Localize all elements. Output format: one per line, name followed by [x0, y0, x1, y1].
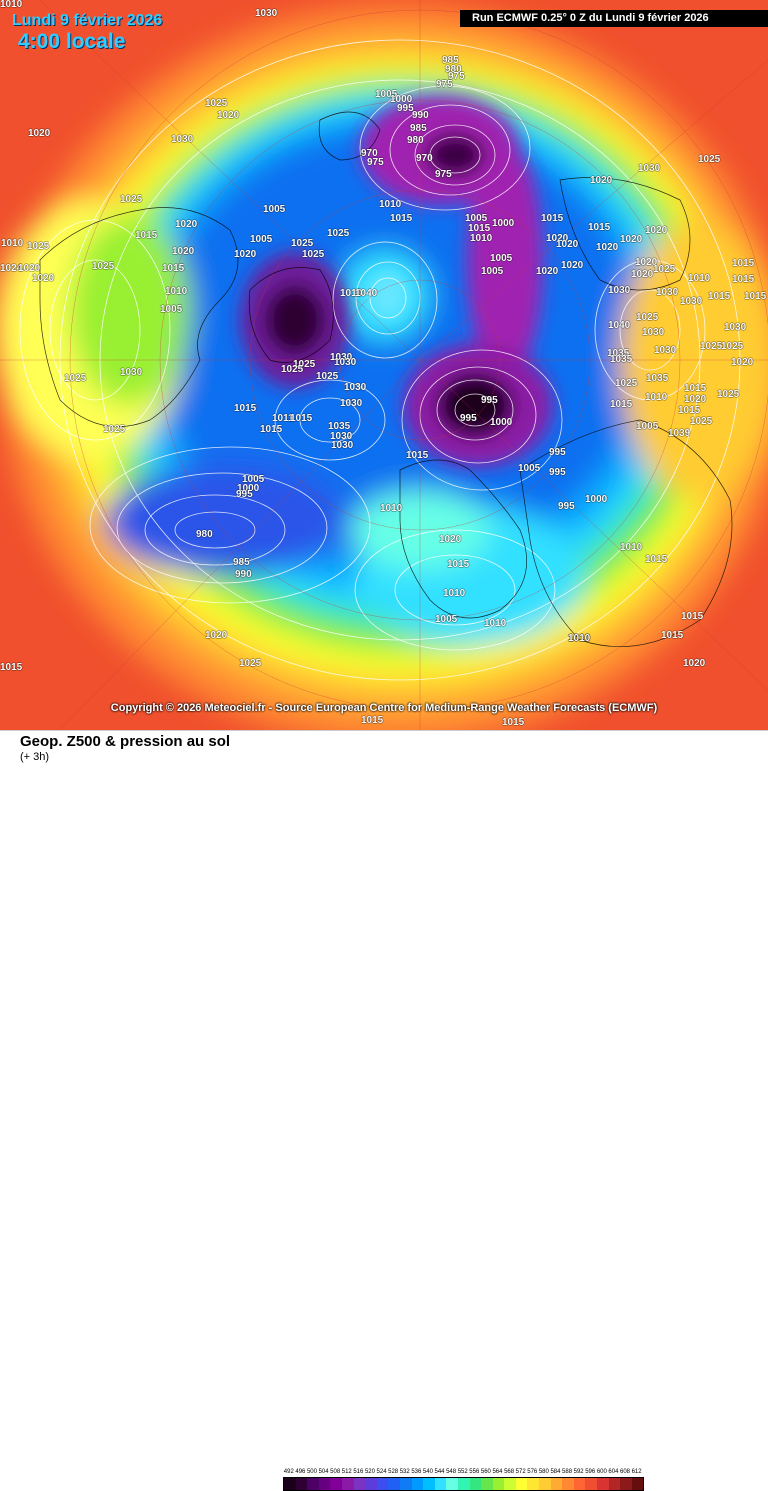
legend-tick-label: 520	[364, 1469, 375, 1475]
legend-swatch	[341, 1478, 354, 1490]
legend-swatch	[411, 1478, 424, 1490]
legend-tick-label: 552	[457, 1469, 468, 1475]
forecast-date: Lundi 9 février 2026	[12, 12, 163, 29]
legend-tick-label: 592	[573, 1469, 584, 1475]
legend-swatch	[597, 1478, 609, 1490]
legend-swatch	[457, 1478, 470, 1490]
legend-swatch	[295, 1478, 308, 1490]
legend-swatch	[318, 1478, 331, 1490]
legend-tick-label: 544	[434, 1469, 445, 1475]
forecast-time: 4:00 locale	[18, 30, 126, 53]
legend-swatch	[585, 1478, 598, 1490]
legend-tick-label: 524	[376, 1469, 387, 1475]
legend-tick-label: 600	[596, 1469, 607, 1475]
legend-tick-label: 532	[399, 1469, 410, 1475]
run-info: Run ECMWF 0.25° 0 Z du Lundi 9 février 2…	[460, 10, 768, 27]
legend-tick-label: 576	[527, 1469, 538, 1475]
legend-tick-label: 528	[388, 1469, 399, 1475]
legend-swatch	[388, 1478, 400, 1490]
legend-tick-label: 560	[480, 1469, 491, 1475]
legend-swatch	[608, 1478, 621, 1490]
coastlines	[39, 111, 733, 648]
legend-tick-label: 596	[585, 1469, 596, 1475]
legend-swatch	[376, 1478, 389, 1490]
legend-swatch	[434, 1478, 447, 1490]
legend-swatch	[573, 1478, 586, 1490]
legend-tick-label: 504	[318, 1469, 329, 1475]
legend-swatch	[423, 1478, 435, 1490]
legend-tick-label: 536	[411, 1469, 422, 1475]
legend-tick-label: 508	[330, 1469, 341, 1475]
graticule	[0, 0, 768, 730]
product-title: Geop. Z500 & pression au sol	[20, 733, 231, 750]
legend-swatch	[631, 1478, 644, 1490]
legend-swatch	[399, 1478, 412, 1490]
legend-tick-label: 572	[515, 1469, 526, 1475]
legend-swatch	[504, 1478, 516, 1490]
legend-swatch	[353, 1478, 366, 1490]
legend-swatch	[446, 1478, 458, 1490]
legend-swatch	[515, 1478, 528, 1490]
legend-swatch	[469, 1478, 482, 1490]
legend-swatch	[539, 1478, 551, 1490]
legend-swatch	[284, 1478, 296, 1490]
legend-swatch	[550, 1478, 563, 1490]
legend-tick-label: 588	[562, 1469, 573, 1475]
legend-tick-label: 500	[306, 1469, 317, 1475]
legend-tick-label: 496	[295, 1469, 306, 1475]
legend-tick-label: 604	[608, 1469, 619, 1475]
copyright-notice: Copyright © 2026 Meteociel.fr - Source E…	[110, 702, 658, 714]
legend-swatch	[620, 1478, 632, 1490]
legend-swatch	[307, 1478, 319, 1490]
legend-swatch	[562, 1478, 574, 1490]
legend-tick-label: 568	[504, 1469, 515, 1475]
map-canvas	[0, 0, 768, 730]
legend-swatch	[481, 1478, 493, 1490]
legend-tick-label: 580	[538, 1469, 549, 1475]
forecast-step: (+ 3h)	[20, 751, 50, 763]
legend-swatch	[492, 1478, 505, 1490]
legend-bar	[283, 1477, 645, 1491]
color-legend: 492 496 500 504 508 512 516 520 524 528 532 536 540 5…	[283, 1468, 645, 1491]
legend-tick-label: 564	[492, 1469, 503, 1475]
legend-swatch	[330, 1478, 342, 1490]
legend-tick-label: 540	[422, 1469, 433, 1475]
footer-bar: Geop. Z500 & pression au sol (+ 3h) 492 4…	[0, 730, 768, 1491]
legend-tick-label: 612	[631, 1469, 642, 1475]
legend-tick-label: 608	[620, 1469, 631, 1475]
legend-tick-label: 548	[446, 1469, 457, 1475]
legend-tick-label: 516	[353, 1469, 364, 1475]
legend-tick-label: 556	[469, 1469, 480, 1475]
legend-swatch	[527, 1478, 540, 1490]
legend-swatch	[365, 1478, 377, 1490]
legend-labels: 492 496 500 504 508 512 516 520 524 528 532 536 540 5…	[283, 1468, 644, 1477]
legend-tick-label: 512	[341, 1469, 352, 1475]
legend-tick-label: 492	[283, 1469, 294, 1475]
geopotential-map: 1030 1010 1020 1025 1020 1030 985 980 975 975 1005…	[0, 0, 768, 730]
legend-tick-label: 584	[550, 1469, 561, 1475]
